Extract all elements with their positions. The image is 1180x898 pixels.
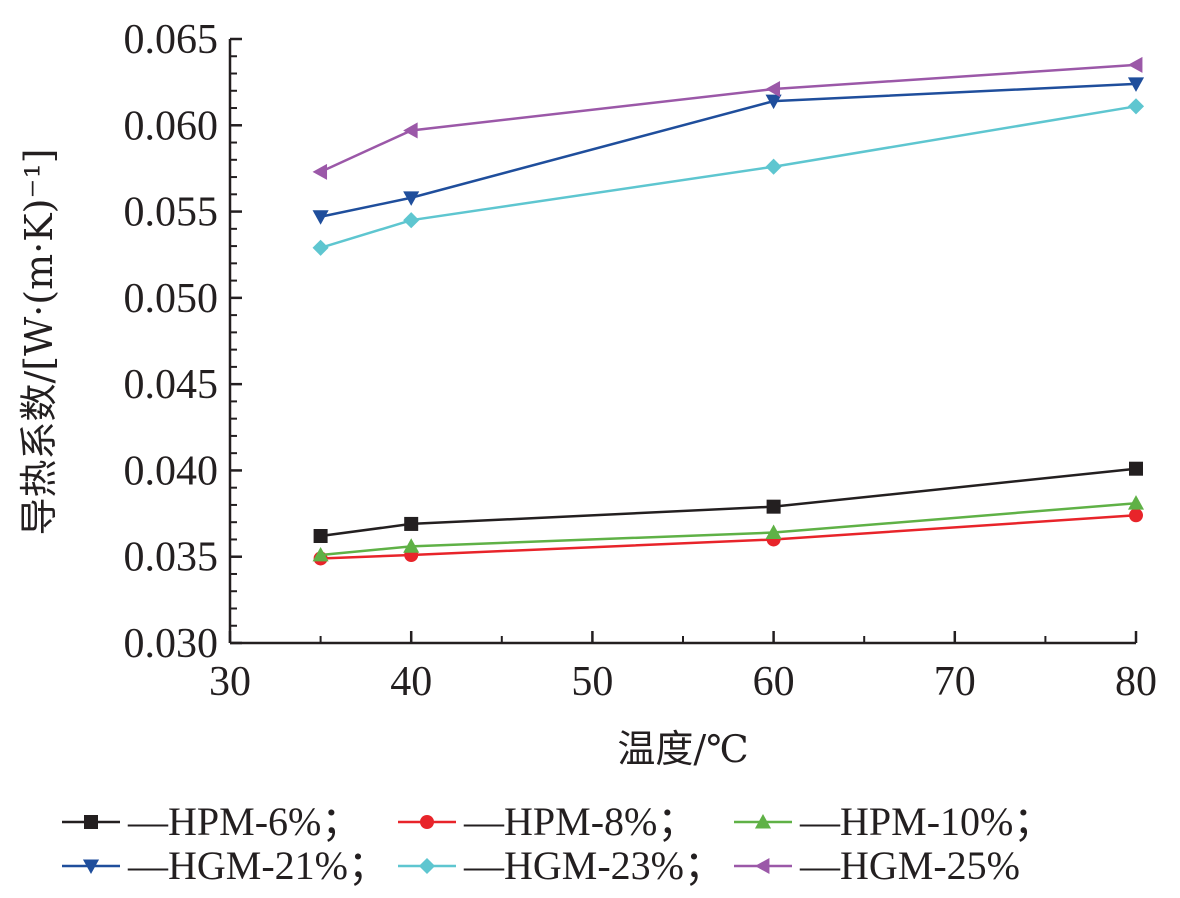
- legend-marker: [82, 859, 100, 875]
- x-tick-label: 70: [934, 659, 976, 705]
- legend-label: —HPM-6%；: [127, 799, 361, 844]
- series-hpm-8-: [313, 508, 1143, 566]
- data-point: [1127, 495, 1145, 510]
- data-point: [1127, 77, 1145, 92]
- x-tick-label: 60: [753, 659, 795, 705]
- series-line: [320, 82, 1137, 218]
- series-hgm-23-: [312, 98, 1145, 256]
- legend-item: —HGM-23%；: [398, 843, 724, 888]
- series-line: [320, 514, 1137, 560]
- x-tick-label: 40: [390, 659, 432, 705]
- series-hgm-25-: [312, 56, 1143, 180]
- data-point: [1127, 56, 1143, 73]
- data-point: [403, 122, 418, 139]
- data-point: [765, 158, 782, 175]
- data-point: [403, 212, 420, 229]
- data-point: [312, 546, 329, 562]
- y-tick-label: 0.035: [124, 535, 219, 581]
- legend-label: —HGM-25%: [799, 843, 1020, 888]
- legend-label: —HPM-10%；: [799, 799, 1053, 844]
- legend-marker: [418, 857, 436, 875]
- data-point: [403, 538, 420, 553]
- x-tick-label: 30: [209, 659, 251, 705]
- data-point: [312, 163, 328, 180]
- legend-marker: [84, 815, 98, 829]
- y-axis-title: 导热系数/[W·(m·K)⁻¹]: [17, 148, 61, 535]
- x-axis-title: 温度/℃: [617, 727, 748, 771]
- legend-marker: [420, 815, 434, 829]
- data-point: [313, 529, 328, 544]
- data-point: [1127, 98, 1145, 115]
- y-axis: 0.030 0.035 0.040 0.045 0.050 0.055 0.060 0.065: [124, 17, 242, 667]
- x-tick-label: 80: [1115, 659, 1157, 705]
- series-line: [320, 63, 1137, 174]
- legend-marker: [754, 813, 772, 829]
- y-tick-label: 0.060: [124, 103, 219, 149]
- data-point: [765, 524, 782, 539]
- y-tick-label: 0.065: [124, 17, 219, 63]
- legend-label: —HGM-21%；: [127, 843, 388, 888]
- legend-label: —HGM-23%；: [463, 843, 724, 888]
- y-tick-label: 0.040: [124, 448, 219, 494]
- data-point: [1129, 508, 1143, 523]
- x-tick-label: 50: [571, 659, 613, 705]
- y-tick-label: 0.045: [124, 362, 219, 408]
- series-hpm-10-: [312, 495, 1145, 562]
- data-point: [765, 80, 781, 98]
- legend: —HPM-6%； —HPM-8%； —HPM-10%； —HGM-21%； —HGM-2…: [62, 799, 1053, 888]
- data-point: [1129, 461, 1143, 476]
- legend-label: —HPM-8%；: [463, 799, 697, 844]
- legend-item: —HPM-8%；: [398, 799, 697, 844]
- data-point: [312, 239, 329, 256]
- series-hpm-6-: [313, 461, 1143, 544]
- data-point: [312, 210, 329, 225]
- data-point: [404, 516, 419, 531]
- series-line: [320, 501, 1137, 557]
- legend-marker: [754, 857, 770, 875]
- series-line: [320, 105, 1137, 250]
- legend-item: —HGM-21%；: [62, 843, 388, 888]
- y-tick-label: 0.030: [124, 621, 219, 667]
- y-tick-label: 0.055: [124, 190, 219, 236]
- y-tick-label: 0.050: [124, 276, 219, 322]
- data-point: [765, 94, 782, 110]
- data-point: [403, 191, 420, 206]
- data-point: [766, 499, 781, 514]
- legend-item: —HPM-10%；: [734, 799, 1053, 844]
- x-axis: 30 40 50 60 70 80: [209, 631, 1157, 705]
- series-layer: [312, 56, 1145, 566]
- legend-item: —HGM-25%: [734, 843, 1020, 888]
- series-hgm-21-: [312, 77, 1145, 225]
- legend-item: —HPM-6%；: [62, 799, 361, 844]
- series-line: [320, 467, 1137, 538]
